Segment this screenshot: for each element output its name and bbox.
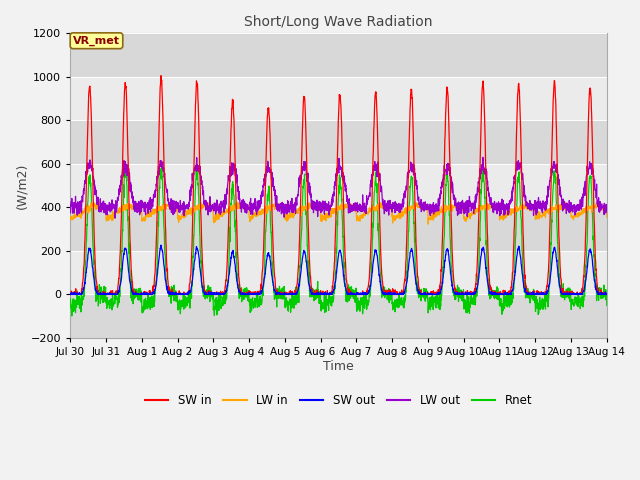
SW out [67, 291, 74, 297]
LW in [124, 204, 131, 209]
Title: Short/Long Wave Radiation: Short/Long Wave Radiation [244, 15, 433, 29]
Rnet [67, 296, 74, 301]
SW in [529, 291, 536, 297]
SW in [391, 291, 399, 297]
SW out [248, 291, 255, 297]
Line: Rnet: Rnet [70, 165, 640, 318]
Rnet [444, 162, 451, 168]
Line: SW out: SW out [70, 245, 640, 294]
Line: SW in: SW in [70, 76, 640, 294]
Text: VR_met: VR_met [73, 36, 120, 46]
LW in [639, 226, 640, 232]
Line: LW in: LW in [70, 202, 640, 229]
SW in [639, 291, 640, 297]
SW in [67, 291, 74, 297]
Bar [70, 120, 607, 164]
Rnet [391, 309, 399, 314]
Bar [70, 251, 607, 294]
LW out [479, 155, 486, 160]
LW in [391, 217, 399, 223]
SW in [157, 73, 165, 79]
LW out [639, 216, 640, 221]
Rnet [124, 203, 131, 208]
Bar [70, 33, 607, 76]
LW in [529, 204, 536, 210]
Rnet [529, 292, 536, 298]
SW out [561, 291, 569, 297]
SW out [124, 259, 132, 264]
SW out [639, 291, 640, 297]
LW out [124, 162, 132, 168]
Bar [70, 76, 607, 120]
Legend: SW in, LW in, SW out, LW out, Rnet: SW in, LW in, SW out, LW out, Rnet [140, 390, 537, 412]
X-axis label: Time: Time [323, 360, 354, 373]
LW out [529, 202, 537, 207]
Bar [70, 294, 607, 338]
Bar [70, 164, 607, 207]
Bar [70, 207, 607, 251]
LW in [247, 216, 255, 221]
LW in [67, 215, 74, 221]
LW out [247, 207, 255, 213]
SW out [157, 242, 165, 248]
LW in [630, 204, 638, 210]
SW in [561, 291, 569, 297]
LW out [391, 210, 399, 216]
Rnet [639, 289, 640, 295]
SW in [630, 286, 638, 292]
SW out [529, 289, 537, 295]
Rnet [604, 315, 612, 321]
SW out [391, 290, 399, 296]
LW out [111, 216, 119, 221]
Rnet [561, 294, 569, 300]
SW out [67, 291, 75, 297]
LW out [67, 210, 74, 216]
LW out [631, 204, 639, 210]
LW out [561, 204, 569, 209]
Line: LW out: LW out [70, 157, 640, 218]
Rnet [631, 288, 639, 294]
Rnet [247, 296, 255, 302]
Y-axis label: (W/m2): (W/m2) [15, 162, 28, 209]
LW in [522, 199, 529, 204]
LW in [561, 206, 569, 212]
SW out [631, 291, 639, 297]
SW in [247, 290, 255, 296]
SW in [124, 131, 131, 136]
